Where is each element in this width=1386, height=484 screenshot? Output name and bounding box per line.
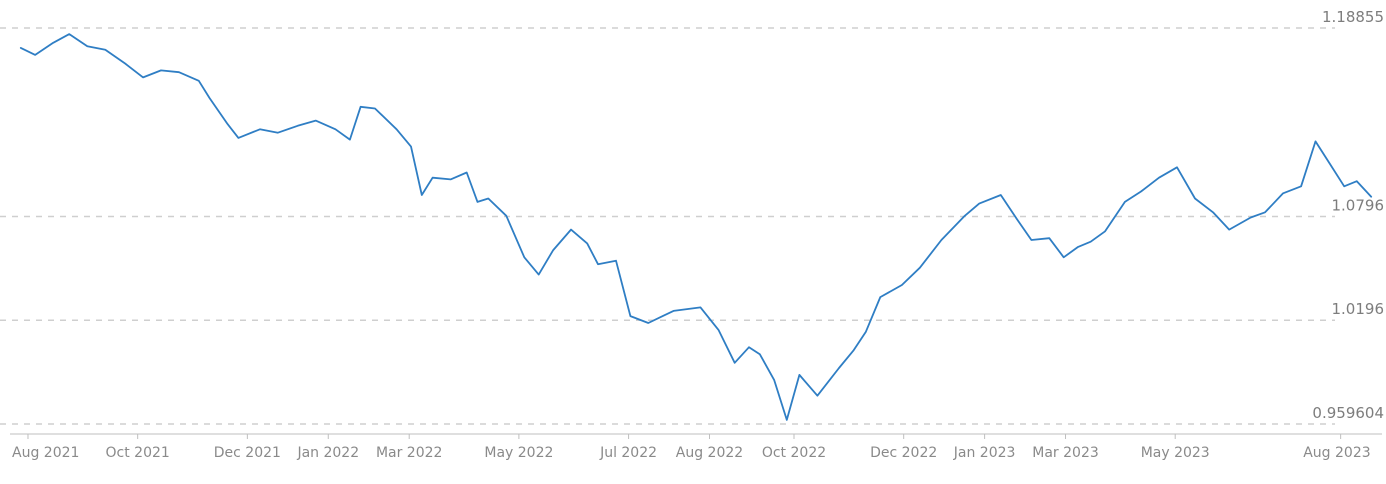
grid-layer [0, 27, 1382, 435]
y-tick-label: 1.0196 [1332, 300, 1385, 318]
x-tick-label: Jul 2022 [599, 445, 657, 461]
x-tick-label: Aug 2021 [12, 445, 79, 461]
series-line [19, 33, 1373, 421]
x-tick-label: May 2022 [484, 445, 553, 461]
x-axis-labels: Aug 2021 Oct 2021 Dec 2021 Jan 2022 Mar 2022… [12, 434, 1371, 461]
x-tick-label: May 2023 [1141, 445, 1210, 461]
x-tick-label: Aug 2022 [676, 445, 743, 461]
x-tick-label: Dec 2022 [870, 445, 937, 461]
x-tick-label: Oct 2022 [762, 445, 826, 461]
x-tick-label: Aug 2023 [1303, 445, 1370, 461]
x-tick-label: Jan 2023 [953, 445, 1016, 461]
x-tick-label: Jan 2022 [296, 445, 359, 461]
x-tick-label: Mar 2023 [1032, 445, 1099, 461]
x-tick-label: Dec 2021 [214, 445, 281, 461]
x-tick-label: Oct 2021 [106, 445, 170, 461]
y-tick-label: 1.18855 [1322, 8, 1384, 26]
y-tick-label: 0.959604 [1312, 404, 1384, 422]
y-axis-labels: 1.18855 1.0796 1.0196 0.959604 [1312, 8, 1384, 422]
series-layer [19, 33, 1373, 421]
y-tick-label: 1.0796 [1332, 196, 1385, 214]
x-tick-label: Mar 2022 [376, 445, 443, 461]
